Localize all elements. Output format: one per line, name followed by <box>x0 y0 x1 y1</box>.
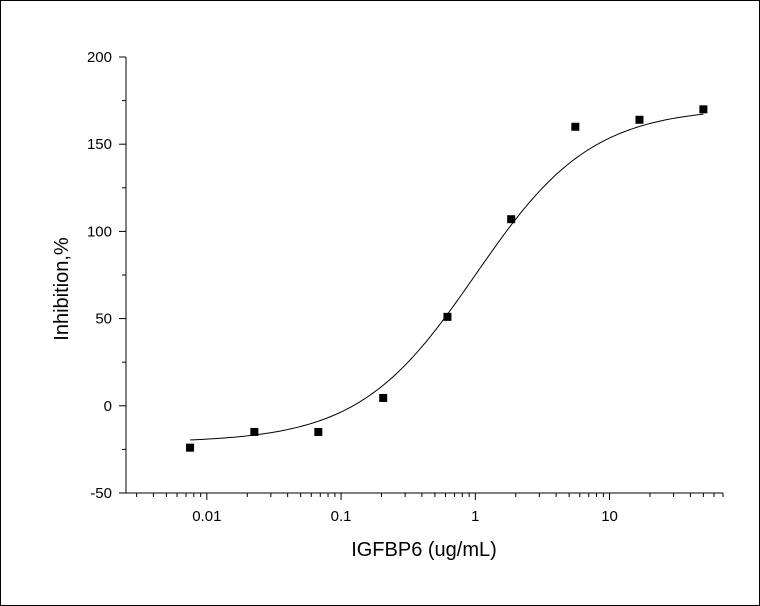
x-tick-label: 10 <box>601 508 618 525</box>
data-point <box>314 427 323 436</box>
fit-curve <box>190 113 704 441</box>
data-point <box>507 215 516 224</box>
x-tick-label: 1 <box>471 508 479 525</box>
x-ticks: 0.01 0.1 1 10 <box>136 493 724 525</box>
x-axis-title: IGFBP6 (ug/mL) <box>351 539 497 561</box>
data-point <box>571 122 580 131</box>
y-tick-label: 100 <box>87 223 112 240</box>
x-tick-label: 0.01 <box>192 508 221 525</box>
y-tick-label: 200 <box>87 49 112 66</box>
y-tick-label: -50 <box>90 485 112 502</box>
data-point <box>699 105 708 114</box>
x-tick-label: 0.1 <box>331 508 352 525</box>
data-point <box>443 312 452 321</box>
plot-axes <box>125 57 723 494</box>
y-ticks: -50 0 50 100 150 200 <box>87 49 126 502</box>
data-point <box>186 443 195 452</box>
y-axis-title: Inhibition,% <box>51 237 73 341</box>
y-tick-label: 0 <box>104 398 112 415</box>
data-points <box>186 105 708 452</box>
data-point <box>379 393 388 402</box>
data-point <box>250 427 259 436</box>
y-tick-label: 150 <box>87 136 112 153</box>
data-point <box>635 115 644 124</box>
y-tick-label: 50 <box>95 311 112 328</box>
